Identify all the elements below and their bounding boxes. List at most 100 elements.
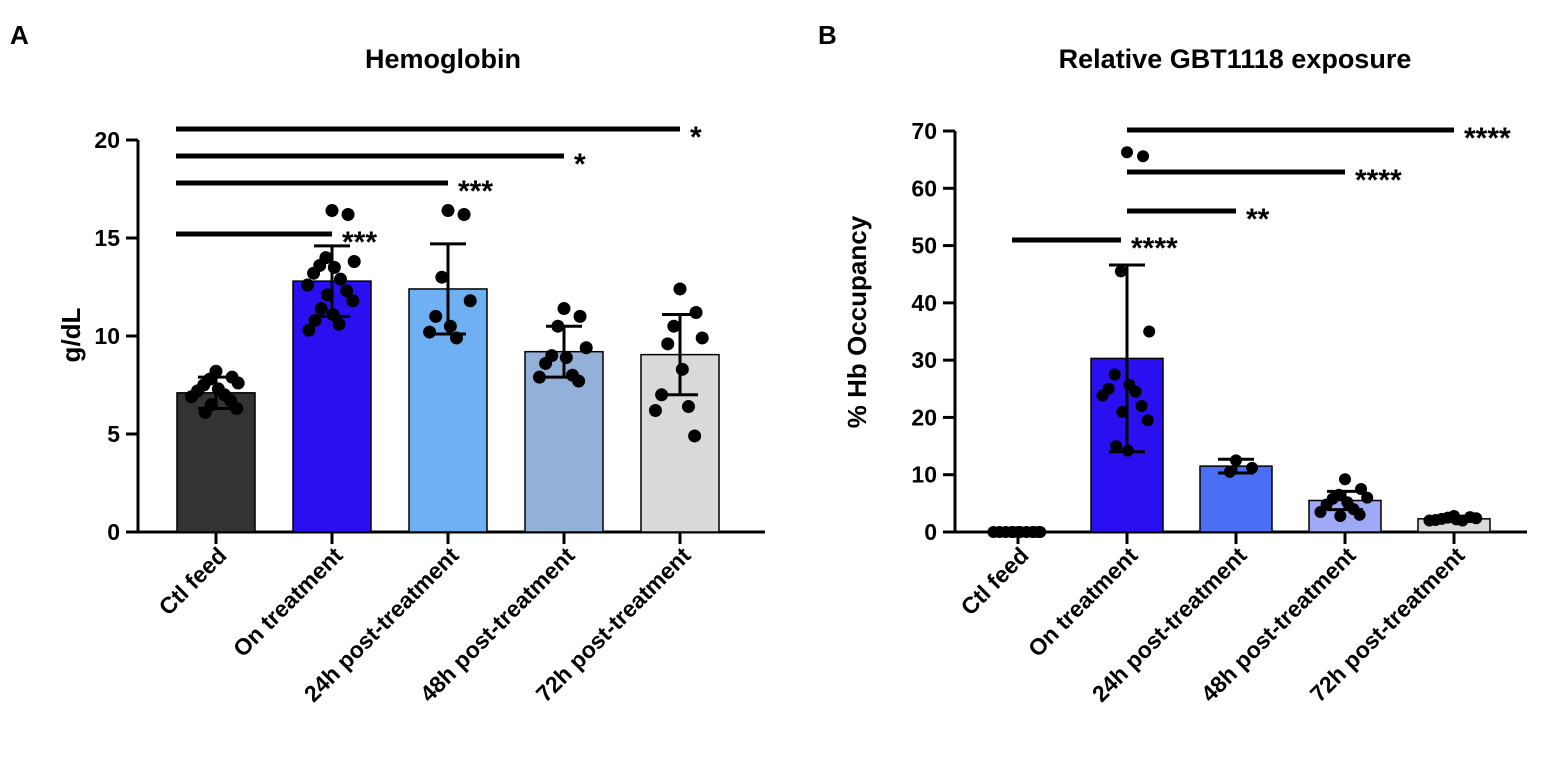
panel-b-significance-label: **	[1246, 203, 1270, 236]
panel-a-category-label-ctl-feed: Ctl feed	[154, 542, 232, 620]
panel-a-data-point-on-treatment	[341, 207, 355, 221]
panel-b-data-point-24h-post-treatment	[1223, 465, 1236, 478]
panel-b-category-label-on-treatment: On treatment	[1023, 542, 1143, 662]
panel-a-data-point-24h-post-treatment	[441, 204, 455, 218]
panel-a-data-point-72h-post-treatment	[655, 388, 669, 402]
panel-a-data-point-72h-post-treatment	[689, 305, 703, 319]
panel-b: B Relative GBT1118 exposure % Hb Occupan…	[818, 20, 1527, 707]
panel-a-data-point-72h-post-treatment	[695, 331, 709, 345]
panel-a-data-point-on-treatment	[307, 266, 321, 280]
panel-b-data-point-on-treatment	[1108, 368, 1121, 381]
panel-b-y-tick-label: 30	[911, 347, 937, 373]
panel-a-data-point-on-treatment	[346, 294, 360, 308]
panel-a-data-point-72h-post-treatment	[688, 429, 702, 443]
panel-a-data-point-ctl-feed	[198, 405, 212, 419]
panel-a-data-point-48h-post-treatment	[532, 370, 546, 384]
panel-a-data-point-48h-post-treatment	[559, 351, 573, 365]
panel-a-data-point-24h-post-treatment	[463, 294, 477, 308]
panel-b-data-point-ctl-feed	[1007, 526, 1020, 538]
panel-b-y-tick-label: 60	[911, 175, 937, 201]
panel-b-data-point-on-treatment	[1116, 405, 1129, 418]
panel-b-y-tick-label: 70	[911, 118, 937, 144]
panel-b-data-point-72h-post-treatment	[1470, 512, 1483, 525]
panel-a-data-point-ctl-feed	[230, 402, 244, 416]
panel-a-title: Hemoglobin	[365, 44, 521, 74]
panel-a-data-point-on-treatment	[325, 204, 339, 218]
panel-a-data-point-24h-post-treatment	[443, 319, 457, 333]
panel-b-bar-24h-post-treatment	[1199, 465, 1273, 533]
panel-b-data-point-on-treatment	[1141, 414, 1154, 427]
panel-b-y-tick-label: 40	[911, 290, 937, 316]
panel-a-data-point-72h-post-treatment	[661, 337, 675, 351]
panel-a-data-point-48h-post-treatment	[572, 374, 586, 388]
panel-b-significance-label: ****	[1464, 122, 1511, 155]
panel-b-title: Relative GBT1118 exposure	[1059, 44, 1412, 74]
panel-b-data-point-on-treatment	[1121, 444, 1134, 457]
panel-a-data-point-ctl-feed	[184, 390, 198, 404]
panel-a-category-label-on-treatment: On treatment	[228, 542, 348, 662]
panel-b-y-tick-label: 20	[911, 404, 937, 430]
panel-a-significance-label: *	[690, 121, 702, 154]
panel-a-data-point-24h-post-treatment	[429, 309, 443, 323]
panel-a-data-point-72h-post-treatment	[675, 362, 689, 376]
panel-a-data-point-72h-post-treatment	[667, 319, 681, 333]
panel-a-data-point-on-treatment	[327, 260, 341, 274]
panel-a-data-point-48h-post-treatment	[557, 302, 571, 316]
panel-a-data-point-on-treatment	[347, 255, 361, 269]
panel-a-data-point-on-treatment	[332, 317, 346, 331]
panel-b-letter: B	[818, 20, 837, 50]
panel-a-data-point-on-treatment	[340, 284, 354, 298]
panel-a-data-point-on-treatment	[308, 313, 322, 327]
panel-b-data-point-48h-post-treatment	[1339, 473, 1351, 486]
panel-a-y-axis-label: g/dL	[56, 307, 86, 362]
panel-b-category-label-ctl-feed: Ctl feed	[956, 542, 1034, 620]
panel-b-data-point-48h-post-treatment	[1353, 508, 1366, 521]
panel-a-data-point-on-treatment	[326, 307, 340, 321]
panel-b-data-point-48h-post-treatment	[1334, 509, 1347, 522]
panel-b-data-point-ctl-feed	[1032, 526, 1045, 538]
panel-a-data-point-on-treatment	[300, 278, 314, 292]
panel-a-letter: A	[10, 20, 29, 50]
panel-a-significance-label: *	[574, 148, 586, 181]
panel-b-y-axis-label: % Hb Occupancy	[842, 215, 872, 428]
panel-a-y-tick-label: 15	[94, 225, 120, 251]
panel-a-y-tick-label: 0	[107, 519, 120, 545]
panel-a-y-tick-label: 5	[107, 421, 120, 447]
panel-b-data-point-48h-post-treatment	[1361, 491, 1374, 504]
panel-b-data-point-ctl-feed	[987, 526, 1000, 538]
panel-b-y-tick-label: 0	[924, 519, 937, 545]
panel-b-y-tick-label: 10	[911, 462, 937, 488]
panel-a-data-point-24h-post-treatment	[435, 270, 449, 284]
panel-b-data-point-24h-post-treatment	[1230, 454, 1242, 467]
panel-b-data-point-on-treatment	[1143, 325, 1156, 338]
panel-a-data-point-48h-post-treatment	[551, 319, 565, 333]
panel-a-data-point-on-treatment	[333, 272, 347, 286]
panel-a-significance-label: ***	[458, 175, 493, 208]
panel-b-data-point-on-treatment	[1110, 440, 1123, 453]
panel-b-data-point-on-treatment	[1096, 389, 1109, 402]
panel-a-data-point-48h-post-treatment	[573, 309, 587, 323]
panel-a-data-point-on-treatment	[314, 302, 328, 316]
panel-a-significance-label: ***	[342, 226, 377, 259]
panel-a-data-point-24h-post-treatment	[449, 331, 463, 345]
panel-b-data-point-48h-post-treatment	[1355, 483, 1368, 496]
panel-b-data-point-72h-post-treatment	[1456, 514, 1469, 527]
panel-b-data-point-on-treatment	[1114, 265, 1127, 278]
panel-a-data-point-72h-post-treatment	[673, 282, 687, 296]
panel-b-data-point-72h-post-treatment	[1423, 514, 1436, 527]
panel-b-data-point-on-treatment	[1129, 385, 1142, 398]
panel-a-bar-ctl-feed	[176, 392, 256, 533]
panel-a-y-tick-label: 20	[94, 127, 120, 153]
panel-b-significance-label: ****	[1355, 164, 1402, 197]
panel-a-data-point-72h-post-treatment	[681, 400, 695, 414]
panel-a-data-point-48h-post-treatment	[579, 341, 593, 355]
panel-b-significance-label: ****	[1131, 232, 1178, 265]
panel-a-data-point-on-treatment	[320, 288, 334, 302]
panel-b-data-point-on-treatment	[1121, 146, 1133, 159]
panel-a-y-tick-label: 10	[94, 323, 120, 349]
panel-a-data-point-72h-post-treatment	[648, 403, 662, 417]
panel-b-data-point-48h-post-treatment	[1314, 505, 1327, 518]
panel-a-data-point-ctl-feed	[231, 376, 245, 390]
